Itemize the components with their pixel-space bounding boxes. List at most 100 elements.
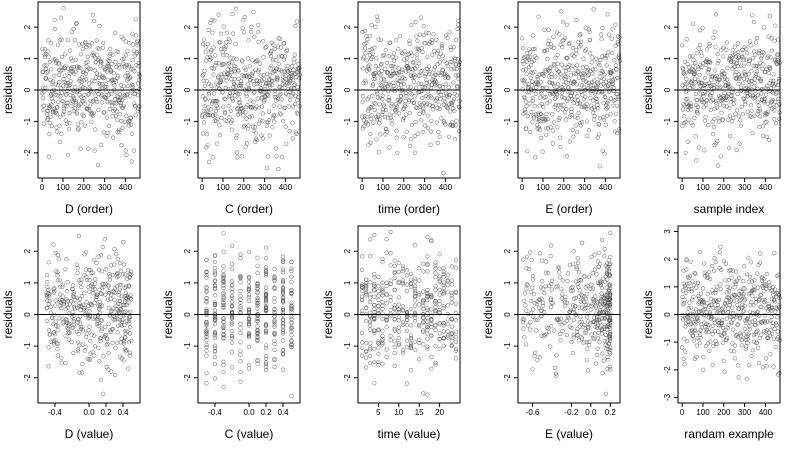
- data-point: [686, 306, 691, 311]
- data-point: [751, 19, 757, 25]
- data-point: [103, 324, 108, 330]
- data-point: [221, 273, 226, 278]
- y-axis-title: residuals: [1, 290, 15, 338]
- data-point: [605, 261, 610, 266]
- data-point: [526, 323, 531, 328]
- data-point: [602, 293, 608, 299]
- data-point: [60, 84, 66, 89]
- data-point: [292, 52, 297, 57]
- data-point: [753, 331, 758, 336]
- data-point: [204, 269, 209, 274]
- data-point: [378, 37, 384, 42]
- data-point: [209, 47, 214, 53]
- data-point: [570, 127, 575, 132]
- data-point: [731, 115, 736, 120]
- data-point: [59, 305, 64, 311]
- data-point: [616, 52, 622, 57]
- data-point: [520, 46, 526, 51]
- data-point: [606, 283, 612, 288]
- data-point: [255, 303, 260, 308]
- data-point: [438, 96, 443, 102]
- data-point: [424, 66, 429, 71]
- data-point: [598, 57, 603, 63]
- data-point: [294, 110, 299, 115]
- data-point: [764, 272, 770, 277]
- data-point: [224, 75, 229, 80]
- data-point: [120, 125, 125, 130]
- data-point: [273, 146, 279, 151]
- data-point: [533, 91, 538, 96]
- data-point: [413, 347, 418, 353]
- data-point: [592, 252, 597, 257]
- data-point: [206, 27, 211, 33]
- data-point: [126, 340, 132, 345]
- data-point: [224, 53, 229, 58]
- data-point: [688, 328, 693, 333]
- data-point: [541, 104, 546, 110]
- data-point: [720, 306, 725, 311]
- data-point: [735, 91, 740, 96]
- data-point: [202, 104, 207, 109]
- data-point: [612, 119, 617, 124]
- data-point: [106, 305, 112, 311]
- data-point: [212, 303, 218, 308]
- data-point: [212, 321, 218, 327]
- data-point: [384, 280, 389, 285]
- data-point: [367, 52, 373, 58]
- data-point: [53, 298, 58, 303]
- data-point: [692, 271, 697, 276]
- data-point: [289, 300, 294, 305]
- data-point: [453, 334, 459, 340]
- data-point: [209, 18, 214, 23]
- y-tick-label: -1: [663, 338, 672, 346]
- x-tick-label: 5: [376, 408, 381, 417]
- data-point: [287, 129, 292, 134]
- data-point: [709, 315, 715, 320]
- data-point: [47, 292, 52, 297]
- data-point: [605, 105, 610, 110]
- data-point: [589, 60, 594, 65]
- data-point: [81, 99, 86, 104]
- data-point: [546, 326, 551, 331]
- data-point: [266, 109, 272, 114]
- x-tick-label: 20: [435, 408, 444, 417]
- data-point: [101, 40, 106, 46]
- data-point: [394, 106, 399, 111]
- data-point: [409, 92, 414, 97]
- data-point: [365, 122, 371, 127]
- data-point: [362, 124, 367, 129]
- data-point: [113, 345, 118, 350]
- data-point: [730, 327, 736, 332]
- data-point: [263, 331, 269, 336]
- data-point: [539, 101, 544, 107]
- data-point: [524, 266, 529, 271]
- data-point: [728, 93, 734, 99]
- data-point: [223, 44, 228, 49]
- data-point: [389, 103, 394, 108]
- data-point: [275, 78, 280, 83]
- data-point: [576, 75, 582, 80]
- data-point: [544, 101, 550, 106]
- data-point: [55, 273, 60, 278]
- data-point: [437, 266, 442, 271]
- data-point: [551, 120, 557, 125]
- data-point: [600, 148, 605, 153]
- data-point: [295, 97, 300, 103]
- data-point: [238, 306, 243, 311]
- data-point: [533, 317, 538, 323]
- data-point: [541, 73, 546, 78]
- data-point: [607, 326, 613, 331]
- data-point: [128, 309, 133, 315]
- data-point: [204, 320, 209, 325]
- data-point: [608, 351, 613, 356]
- data-point: [736, 49, 741, 55]
- data-point: [64, 101, 69, 106]
- data-point: [383, 132, 388, 137]
- data-point: [204, 309, 209, 314]
- data-point: [700, 297, 705, 303]
- data-point: [411, 72, 416, 77]
- data-point: [749, 300, 754, 305]
- data-point: [548, 304, 554, 310]
- data-point: [547, 99, 553, 104]
- data-point: [581, 299, 587, 304]
